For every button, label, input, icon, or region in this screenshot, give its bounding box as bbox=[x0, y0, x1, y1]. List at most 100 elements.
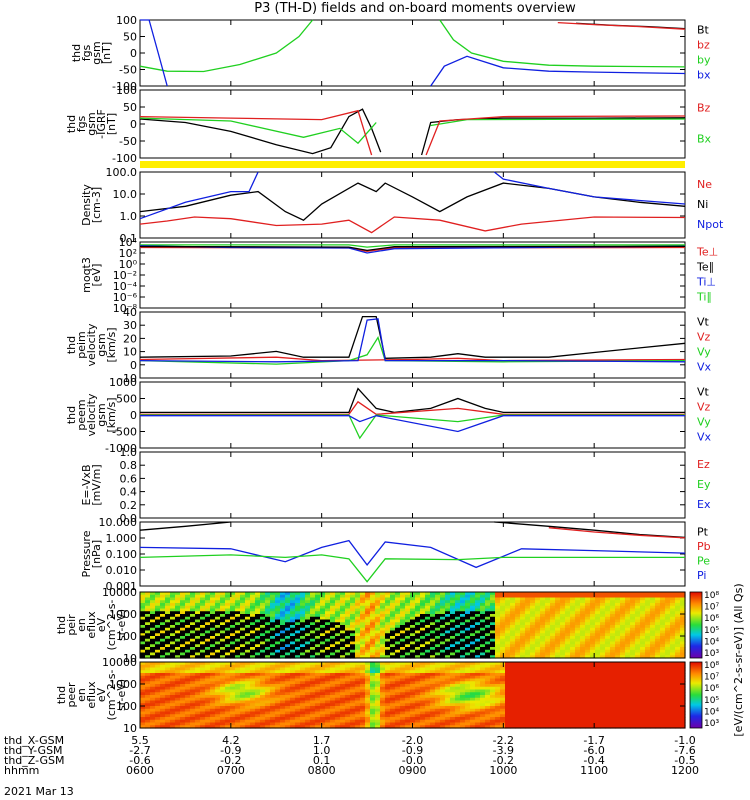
spectrogram-cell bbox=[380, 719, 386, 724]
spectrogram-cell bbox=[515, 678, 521, 682]
spectrogram-cell bbox=[250, 603, 256, 607]
spectrogram-cell bbox=[235, 722, 241, 726]
y-axis-label: thd bbox=[70, 44, 83, 62]
spectrogram-cell bbox=[270, 625, 276, 629]
spectrogram-cell bbox=[640, 633, 646, 637]
spectrogram-cell bbox=[465, 670, 471, 674]
spectrogram-cell bbox=[385, 622, 391, 626]
spectrogram-cell bbox=[530, 649, 536, 654]
spectrogram-cell bbox=[455, 625, 461, 629]
spectrogram-cell bbox=[635, 616, 641, 621]
spectrogram-cell bbox=[345, 638, 351, 643]
spectrogram-cell bbox=[290, 625, 296, 629]
spectrogram-cell bbox=[185, 700, 191, 704]
spectrogram-cell bbox=[250, 692, 256, 696]
spectrogram-cell bbox=[505, 686, 511, 691]
spectrogram-cell bbox=[505, 719, 511, 724]
spectrogram-cell bbox=[610, 638, 616, 643]
spectrogram-cell bbox=[240, 719, 246, 724]
spectrogram-cell bbox=[235, 619, 241, 623]
spectrogram-cell bbox=[320, 717, 326, 721]
spectrogram-cell bbox=[220, 638, 226, 643]
spectrogram-cell bbox=[325, 670, 331, 674]
spectrogram-cell bbox=[560, 600, 566, 604]
spectrogram-cell bbox=[680, 652, 686, 656]
spectrogram-cell bbox=[340, 662, 346, 666]
spectrogram-cell bbox=[235, 662, 241, 666]
spectrogram-cell bbox=[495, 600, 501, 604]
spectrogram-cell bbox=[270, 636, 276, 640]
spectrogram-cell bbox=[320, 622, 326, 626]
spectrogram-cell bbox=[280, 649, 286, 654]
spectrogram-cell bbox=[215, 708, 221, 713]
spectrogram-cell bbox=[505, 630, 511, 634]
spectrogram-cell bbox=[235, 592, 241, 596]
spectrogram-cell bbox=[520, 692, 526, 696]
spectrogram-cell bbox=[290, 711, 296, 715]
spectrogram-cell bbox=[255, 695, 261, 699]
spectrogram-cell bbox=[565, 630, 571, 634]
spectrogram-cell bbox=[310, 644, 316, 648]
spectrogram-cell bbox=[345, 695, 351, 699]
spectrogram-cell bbox=[540, 622, 546, 626]
spectrogram-cell bbox=[480, 717, 486, 721]
spectrogram-cell bbox=[550, 706, 556, 710]
spectrogram-cell bbox=[200, 638, 206, 643]
spectrogram-cell bbox=[195, 703, 201, 707]
spectrogram-cell bbox=[220, 619, 226, 623]
spectrogram-cell bbox=[245, 600, 251, 604]
spectrogram-cell bbox=[485, 603, 491, 607]
spectrogram-cell bbox=[160, 614, 166, 618]
spectrogram-cell bbox=[340, 641, 346, 645]
spectrogram-cell bbox=[240, 655, 246, 659]
spectrogram-cell bbox=[275, 619, 281, 623]
legend-entry: Vy bbox=[697, 416, 711, 429]
spectrogram-cell bbox=[455, 608, 461, 612]
spectrogram-cell bbox=[595, 622, 601, 626]
spectrogram-cell bbox=[505, 725, 511, 729]
spectrogram-cell bbox=[320, 667, 326, 671]
spectrogram-cell bbox=[155, 719, 161, 724]
spectrogram-cell bbox=[640, 655, 646, 659]
spectrogram-cell bbox=[450, 722, 456, 726]
spectrogram-cell bbox=[490, 708, 496, 713]
spectrogram-cell bbox=[220, 722, 226, 726]
spectrogram-cell bbox=[440, 630, 446, 634]
spectrogram-cell bbox=[460, 630, 466, 634]
spectrogram-cell bbox=[180, 649, 186, 654]
spectrogram-cell bbox=[430, 633, 436, 637]
spectrogram-cell bbox=[415, 670, 421, 674]
spectrogram-cell bbox=[300, 641, 306, 645]
spectrogram-cell bbox=[215, 614, 221, 618]
spectrogram-cell bbox=[155, 673, 161, 677]
spectrogram-cell bbox=[400, 600, 406, 604]
spectrogram-cell bbox=[435, 725, 441, 729]
spectrogram-cell bbox=[145, 625, 151, 629]
spectrogram-cell bbox=[150, 706, 156, 710]
spectrogram-cell bbox=[210, 600, 216, 604]
spectrogram-cell bbox=[180, 700, 186, 704]
spectrogram-cell bbox=[255, 684, 261, 688]
spectrogram-cell bbox=[540, 695, 546, 699]
spectrogram-cell bbox=[545, 670, 551, 674]
spectrogram-cell bbox=[595, 644, 601, 648]
spectrogram-cell bbox=[410, 630, 416, 634]
spectrogram-cell bbox=[230, 689, 236, 693]
spectrogram-cell bbox=[455, 708, 461, 713]
spectrogram-cell bbox=[225, 695, 231, 699]
spectrogram-cell bbox=[555, 594, 561, 599]
spectrogram-cell bbox=[675, 614, 681, 618]
spectrogram-cell bbox=[140, 647, 146, 651]
spectrogram-cell bbox=[225, 622, 231, 626]
spectrogram-cell bbox=[145, 684, 151, 688]
spectrogram-cell bbox=[290, 608, 296, 612]
spectrogram-cell bbox=[420, 692, 426, 696]
spectrogram-cell bbox=[520, 611, 526, 615]
spectrogram-cell bbox=[305, 649, 311, 654]
spectrogram-cell bbox=[200, 678, 206, 682]
spectrogram-cell bbox=[255, 649, 261, 654]
spectrogram-cell bbox=[170, 592, 176, 596]
spectrogram-cell bbox=[185, 638, 191, 643]
spectrogram-cell bbox=[250, 684, 256, 688]
y-axis-label: thd bbox=[55, 616, 68, 634]
